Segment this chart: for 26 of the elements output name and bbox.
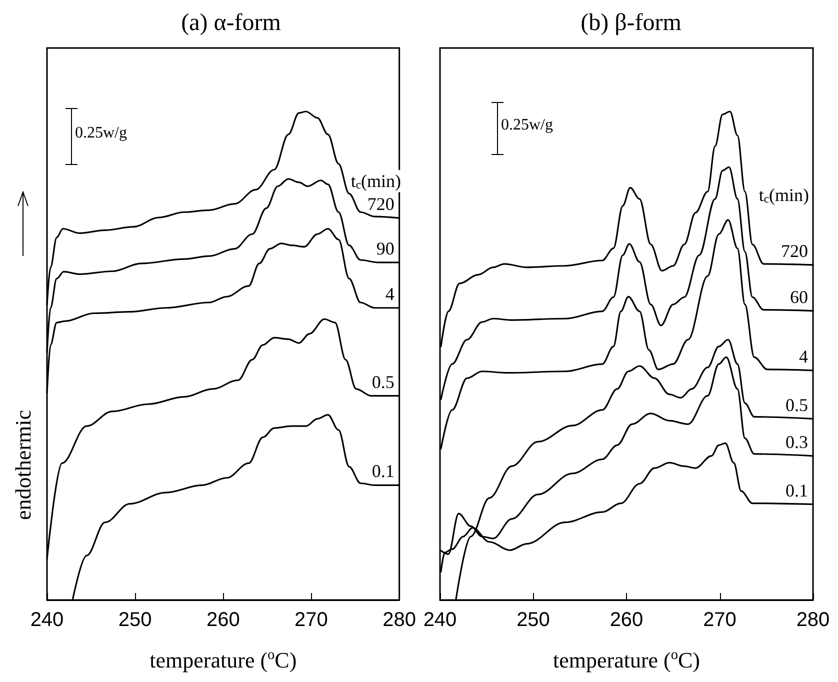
annotation: 0.25w/g xyxy=(501,116,553,134)
series-label: 90 xyxy=(376,238,394,258)
x-tick-label: 270 xyxy=(703,609,736,631)
series-label: 4 xyxy=(385,284,394,304)
series-label: 0.5 xyxy=(372,372,394,392)
series-label: 4 xyxy=(799,346,808,366)
series-label: 720 xyxy=(367,194,394,214)
x-tick-label: 240 xyxy=(30,609,64,631)
x-tick-label: 280 xyxy=(796,609,830,631)
x-tick-label: 280 xyxy=(382,609,416,631)
series-label: 60 xyxy=(790,286,808,307)
series-label: 720 xyxy=(781,240,808,261)
y-axis-title: endothermic xyxy=(10,410,36,520)
x-tick-label: 270 xyxy=(294,609,328,631)
series-label: 0.1 xyxy=(786,480,808,500)
series-label: 0.1 xyxy=(372,461,394,482)
series-label: 0.3 xyxy=(786,432,808,452)
chart-title: (b) β-form xyxy=(580,10,682,36)
x-tick-label: 260 xyxy=(206,609,240,631)
x-tick-label: 250 xyxy=(118,609,152,631)
annotation: 0.25w/g xyxy=(75,124,127,142)
chart-title: (a) α-form xyxy=(181,10,282,36)
series-label: 0.5 xyxy=(786,394,808,415)
x-tick-label: 240 xyxy=(423,609,457,631)
x-tick-label: 250 xyxy=(516,609,550,631)
x-tick-label: 260 xyxy=(610,609,644,631)
